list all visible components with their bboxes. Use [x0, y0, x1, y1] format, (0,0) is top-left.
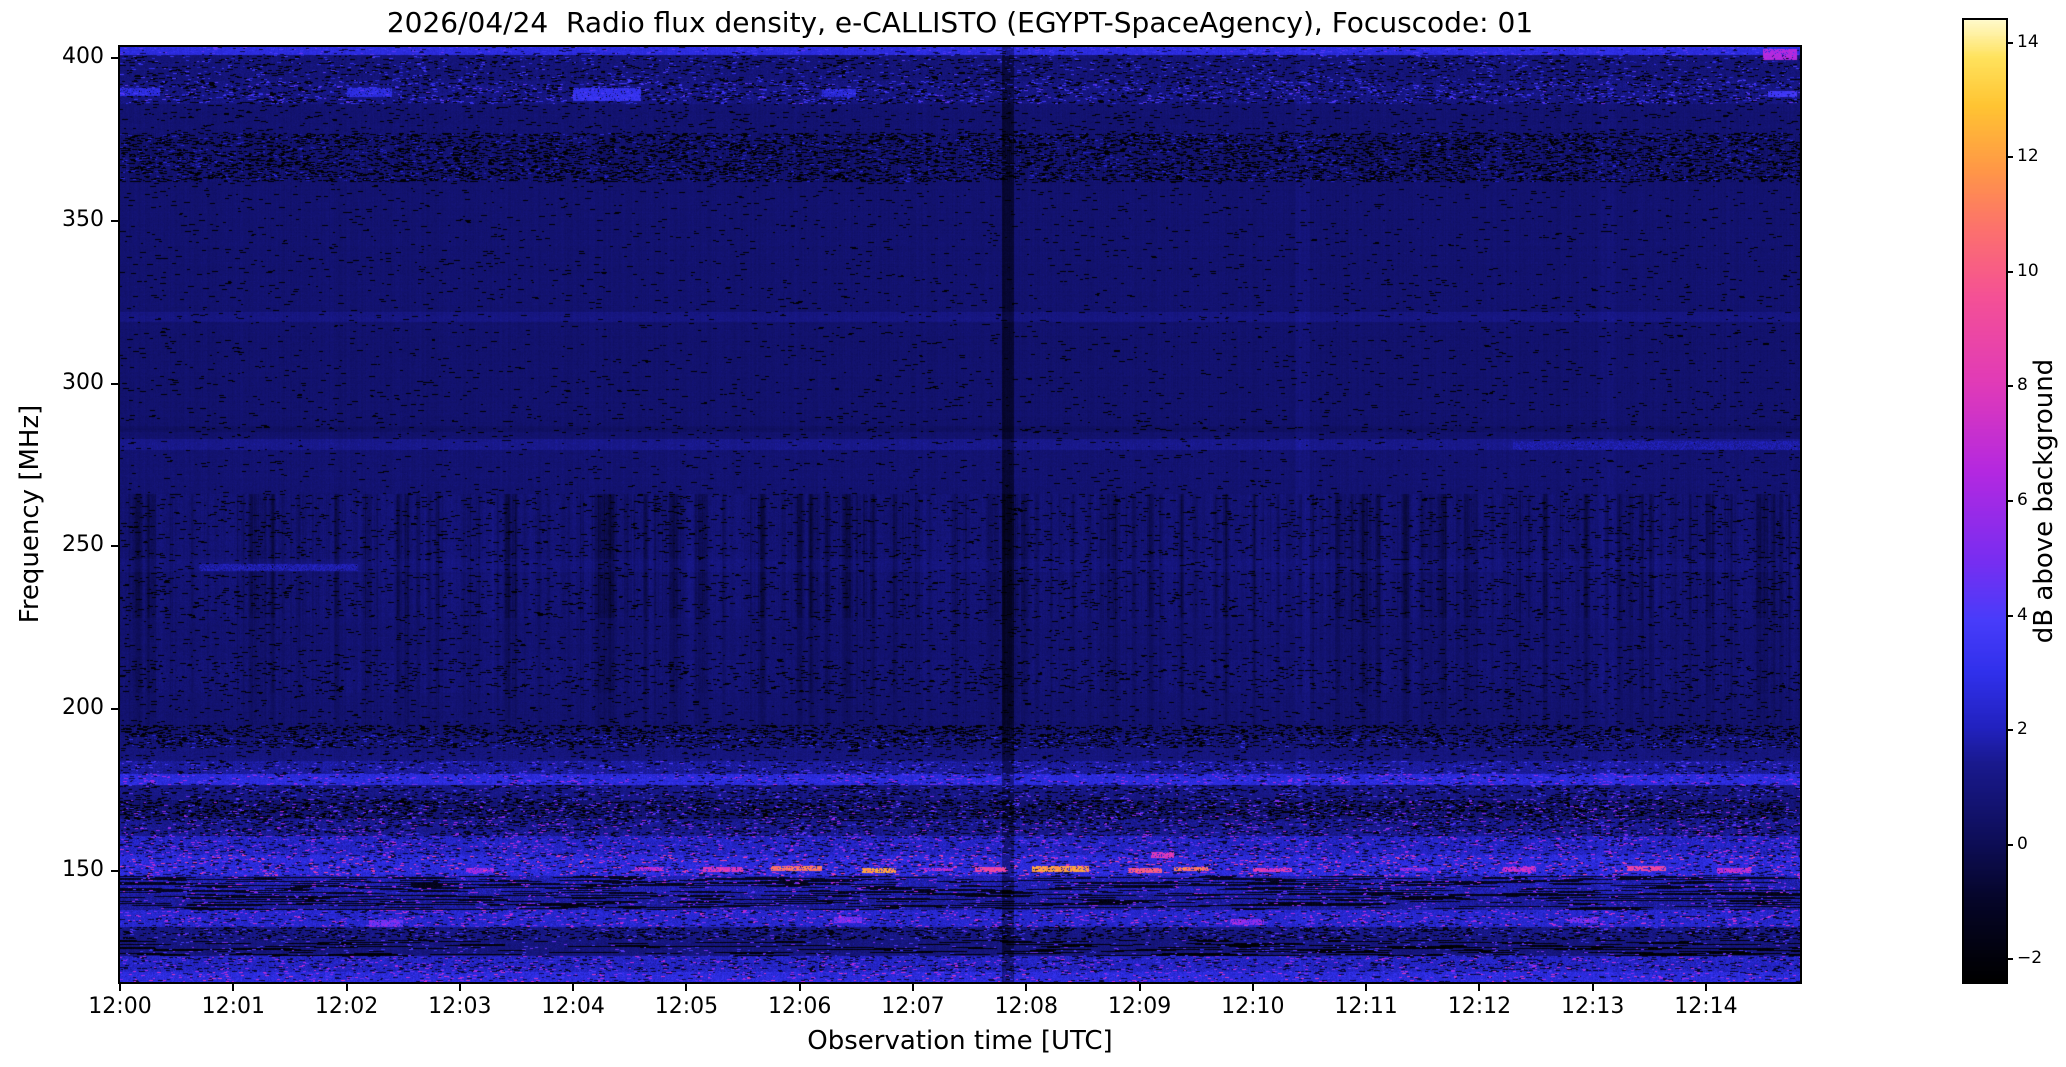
- y-tick-label: 250: [62, 532, 104, 558]
- x-tick-label: 12:12: [1447, 994, 1512, 1019]
- x-tick: [1365, 982, 1368, 991]
- y-tick-label: 200: [62, 694, 104, 720]
- x-tick-label: 12:03: [428, 994, 492, 1019]
- x-tick: [685, 982, 688, 991]
- x-tick: [458, 982, 461, 991]
- x-tick-label: 12:13: [1560, 994, 1625, 1019]
- colorbar-tick: [2006, 614, 2013, 617]
- x-tick: [1138, 982, 1141, 991]
- y-tick: [111, 707, 120, 710]
- colorbar-tick-label: 12: [2017, 146, 2039, 167]
- colorbar-tick-label: 6: [2017, 490, 2028, 510]
- x-tick: [1591, 982, 1594, 991]
- x-tick: [572, 982, 575, 991]
- x-tick: [798, 982, 801, 991]
- x-tick-label: 12:04: [541, 994, 605, 1019]
- colorbar-tick: [2006, 156, 2013, 159]
- y-tick: [111, 382, 120, 385]
- chart-title: 2026/04/24 Radio flux density, e-CALLIST…: [386, 6, 1534, 39]
- y-tick-label: 400: [62, 44, 104, 70]
- x-tick-label: 12:09: [1107, 994, 1172, 1019]
- y-tick: [111, 870, 120, 873]
- y-tick-label: 350: [62, 206, 104, 232]
- x-tick-label: 12:11: [1334, 994, 1398, 1019]
- x-tick-label: 12:01: [201, 994, 265, 1019]
- colorbar-tick-label: 14: [2017, 31, 2039, 52]
- x-tick-label: 12:00: [88, 994, 152, 1019]
- colorbar-tick: [2006, 385, 2013, 388]
- x-tick: [1251, 982, 1254, 991]
- y-tick-label: 150: [62, 857, 104, 883]
- x-tick: [345, 982, 348, 991]
- colorbar-tick-label: 2: [2017, 719, 2028, 740]
- colorbar-tick: [2006, 41, 2013, 44]
- x-tick: [1025, 982, 1028, 991]
- x-tick: [1478, 982, 1481, 991]
- x-tick-label: 12:10: [1221, 994, 1285, 1019]
- colorbar-tick: [2006, 500, 2013, 502]
- x-axis-label: Observation time [UTC]: [807, 1026, 1113, 1056]
- x-tick-label: 12:14: [1674, 994, 1738, 1019]
- y-tick: [111, 57, 120, 60]
- x-tick-label: 12:07: [881, 994, 945, 1019]
- colorbar-tick: [2006, 843, 2013, 846]
- x-tick: [232, 982, 235, 991]
- x-tick-label: 12:06: [768, 994, 832, 1019]
- y-tick: [111, 219, 120, 222]
- colorbar-tick: [2006, 270, 2013, 273]
- colorbar-tick-label: 10: [2017, 260, 2039, 281]
- y-tick: [111, 545, 120, 548]
- y-tick-label: 300: [62, 369, 104, 395]
- colorbar-tick: [2006, 958, 2013, 961]
- colorbar-tick-label: −2: [2017, 948, 2043, 969]
- x-tick-label: 12:02: [314, 994, 379, 1019]
- colorbar-canvas: [1964, 20, 2006, 982]
- colorbar-tick-label: 8: [2017, 375, 2028, 396]
- x-tick: [119, 982, 121, 991]
- spectrogram-canvas: [120, 47, 1800, 982]
- x-tick: [911, 982, 914, 991]
- x-tick: [1704, 982, 1707, 991]
- x-tick-label: 12:08: [994, 994, 1058, 1019]
- colorbar-tick-label: 4: [2017, 604, 2028, 625]
- x-tick-label: 12:05: [654, 994, 719, 1019]
- y-axis-label: Frequency [MHz]: [15, 404, 45, 624]
- colorbar-tick-label: 0: [2017, 833, 2028, 854]
- colorbar-tick: [2006, 729, 2013, 732]
